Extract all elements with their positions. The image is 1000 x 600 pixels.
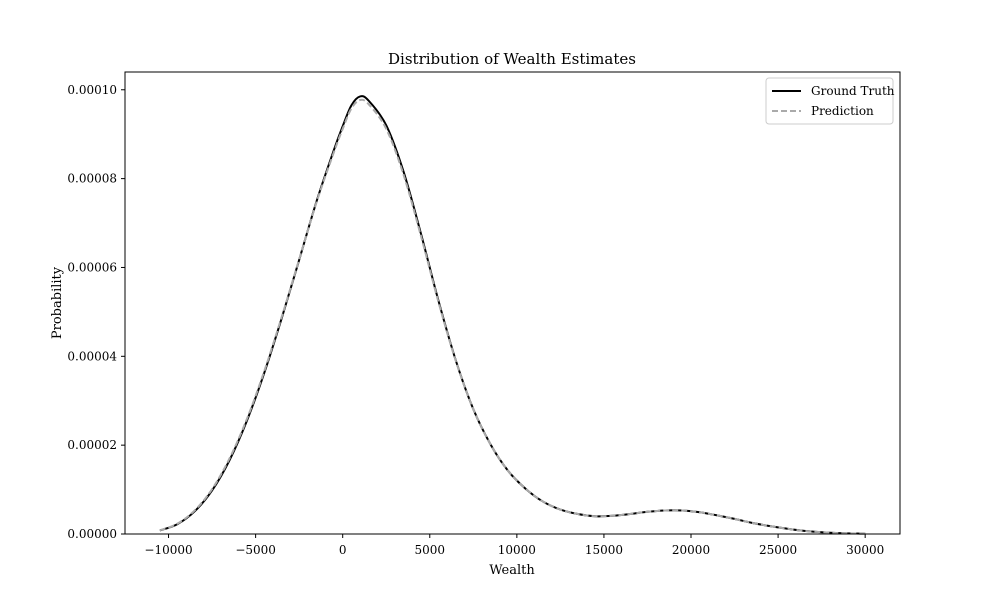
chart-title: Distribution of Wealth Estimates: [388, 50, 636, 68]
legend-box: [765, 77, 894, 125]
y-tick-label: 0.00002: [67, 438, 117, 452]
x-axis-label: Wealth: [489, 563, 535, 578]
plot-frame: [124, 71, 901, 535]
x-tick-label: 30000: [846, 543, 884, 557]
y-tick-label: 0.00008: [67, 172, 117, 186]
y-axis-label: Probability: [50, 266, 65, 339]
x-tick-label: 0: [339, 543, 347, 557]
series-line-prediction: [159, 98, 866, 535]
legend-label-ground-truth: Ground Truth: [811, 84, 895, 98]
x-axis: −10000 −5000 0 5000 10000 15000 20000 25000 3000…: [144, 534, 884, 557]
x-tick-label: 10000: [498, 543, 536, 557]
series-layer: [159, 95, 866, 535]
x-tick-label: −10000: [144, 543, 192, 557]
plot-area: [124, 71, 901, 535]
y-axis: 0.00000 0.00002 0.00004 0.00006 0.00008 0.000…: [67, 83, 125, 541]
y-tick-label: 0.00000: [67, 527, 117, 541]
x-tick-label: 20000: [672, 543, 710, 557]
legend-label-prediction: Prediction: [811, 104, 874, 118]
x-tick-label: 5000: [415, 543, 446, 557]
x-tick-label: −5000: [235, 543, 276, 557]
x-tick-label: 25000: [759, 543, 797, 557]
y-tick-label: 0.00004: [67, 349, 117, 363]
legend: Ground Truth Prediction: [765, 77, 895, 125]
y-tick-label: 0.00006: [67, 260, 117, 274]
y-tick-label: 0.00010: [67, 83, 117, 97]
x-tick-label: 15000: [585, 543, 623, 557]
